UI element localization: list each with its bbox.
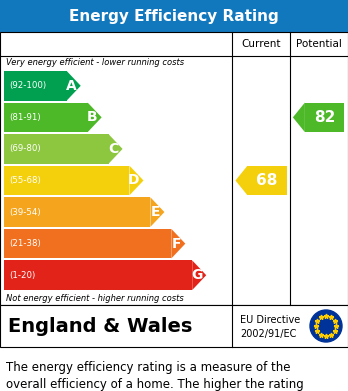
Text: overall efficiency of a home. The higher the rating: overall efficiency of a home. The higher… xyxy=(6,378,304,391)
Text: E: E xyxy=(151,205,160,219)
Polygon shape xyxy=(293,102,305,132)
Polygon shape xyxy=(236,166,247,195)
Text: F: F xyxy=(172,237,181,251)
Text: Not energy efficient - higher running costs: Not energy efficient - higher running co… xyxy=(6,294,184,303)
Text: C: C xyxy=(108,142,119,156)
Bar xyxy=(4,134,109,164)
Bar xyxy=(0,32,348,305)
Text: (39-54): (39-54) xyxy=(9,208,41,217)
Polygon shape xyxy=(171,229,185,258)
Text: England & Wales: England & Wales xyxy=(8,316,192,335)
Bar xyxy=(4,229,171,258)
Text: D: D xyxy=(128,174,140,188)
Text: Potential: Potential xyxy=(296,39,342,49)
Polygon shape xyxy=(129,166,143,195)
Text: (1-20): (1-20) xyxy=(9,271,35,280)
Bar xyxy=(4,102,88,132)
Text: (81-91): (81-91) xyxy=(9,113,41,122)
Text: G: G xyxy=(191,268,202,282)
Text: B: B xyxy=(87,110,98,124)
Bar xyxy=(4,166,129,195)
Text: 82: 82 xyxy=(314,110,335,125)
Text: Current: Current xyxy=(242,39,281,49)
Bar xyxy=(247,166,287,195)
Text: The energy efficiency rating is a measure of the: The energy efficiency rating is a measur… xyxy=(6,361,291,374)
Text: (55-68): (55-68) xyxy=(9,176,41,185)
Text: 2002/91/EC: 2002/91/EC xyxy=(240,328,297,339)
Bar xyxy=(4,260,192,290)
Circle shape xyxy=(310,310,342,342)
Bar xyxy=(4,71,67,100)
Polygon shape xyxy=(67,71,81,100)
Text: 68: 68 xyxy=(256,173,278,188)
Bar xyxy=(4,197,150,227)
Polygon shape xyxy=(109,134,122,164)
Text: A: A xyxy=(66,79,77,93)
Text: Very energy efficient - lower running costs: Very energy efficient - lower running co… xyxy=(6,58,184,67)
Text: (92-100): (92-100) xyxy=(9,81,46,90)
Bar xyxy=(305,102,344,132)
Text: (21-38): (21-38) xyxy=(9,239,41,248)
Bar xyxy=(0,305,348,347)
Polygon shape xyxy=(88,102,102,132)
Polygon shape xyxy=(150,197,164,227)
Text: Energy Efficiency Rating: Energy Efficiency Rating xyxy=(69,9,279,23)
Polygon shape xyxy=(192,260,206,290)
Text: EU Directive: EU Directive xyxy=(240,315,301,325)
Text: (69-80): (69-80) xyxy=(9,144,41,153)
Bar xyxy=(0,0,348,32)
